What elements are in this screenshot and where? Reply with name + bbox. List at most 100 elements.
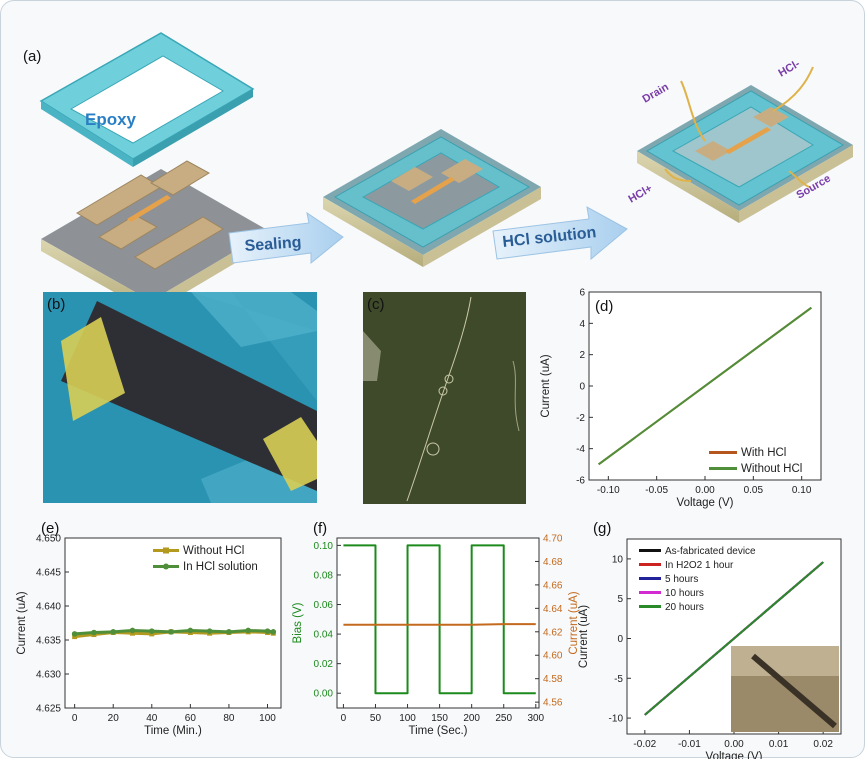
y-axis-label: Current (uA) — [540, 354, 552, 417]
series-line-2 — [343, 623, 536, 626]
data-point-circle — [110, 629, 117, 635]
chart-f: 0 50 100 150 200 250 300 0.00 0.02 0.04 0.06 0.08 0.… — [292, 520, 580, 737]
x-axis-label: Voltage (V) — [677, 497, 734, 509]
legend-entry-2: In HCl solution — [183, 561, 258, 573]
data-point-circle — [129, 627, 136, 634]
panel-a-label: (a) — [23, 48, 41, 65]
data-point-circle — [270, 629, 277, 635]
y-tick-label: 0 — [579, 382, 585, 393]
series-line-2 — [74, 628, 274, 636]
y-axis-label: Bias (V) — [292, 602, 304, 643]
x-tick-label: -0.10 — [597, 485, 620, 496]
x-axis-label: Time (Min.) — [144, 725, 202, 737]
x-tick-label: 80 — [223, 713, 235, 724]
x-tick-label: 40 — [146, 713, 158, 724]
x-tick-label: 0 — [72, 713, 78, 724]
data-point-circle — [71, 631, 78, 637]
data-point-circle — [264, 628, 271, 634]
y-tick-label: 0.02 — [314, 659, 334, 670]
y-tick-label: 0.10 — [314, 541, 334, 552]
data-point-circle — [187, 627, 194, 634]
y-tick-label: 4.635 — [36, 636, 61, 647]
x-tick-label: 0.05 — [744, 485, 764, 496]
y-tick-label: 10 — [612, 554, 624, 565]
panel-b-label: (b) — [47, 296, 65, 313]
chart-label-f: (f) — [313, 520, 327, 537]
device-final — [637, 66, 853, 223]
y-tick-label: 5 — [617, 594, 623, 605]
data-point-circle — [168, 629, 174, 635]
x-tick-label: 20 — [108, 713, 120, 724]
y-tick-label: 4 — [579, 319, 585, 330]
x-tick-label: 0.02 — [813, 739, 833, 750]
x-tick-label: 0.10 — [792, 485, 812, 496]
y-tick-label: 0.06 — [314, 600, 334, 611]
y-tick-label: 0.04 — [314, 630, 334, 641]
device-sealed — [323, 129, 541, 267]
chart-d: -0.10 -0.05 0.00 0.05 0.10 -6 -4 -2 0 2 4 6 Voltage … — [540, 288, 822, 509]
panel-c-label: (c) — [367, 296, 385, 313]
y2-tick-label: 4.68 — [543, 557, 563, 568]
series-line-5 — [644, 561, 824, 716]
x-tick-label: -0.01 — [678, 739, 701, 750]
data-point-circle — [148, 628, 155, 634]
series-line-2 — [598, 306, 812, 466]
chart-e: 0 20 40 60 80 100 4.625 4.630 4.635 4.640 4.645 4.6… — [16, 520, 282, 737]
y-tick-label: -10 — [609, 714, 624, 725]
y-axis-label: Current (uA) — [16, 591, 28, 654]
x-tick-label: 150 — [431, 713, 448, 724]
y-tick-label: 4.630 — [36, 670, 61, 681]
plot-area-f — [336, 537, 540, 709]
inset-nanowire — [751, 653, 837, 729]
x-tick-label: 100 — [399, 713, 416, 724]
legend-entry-1: Without HCl — [183, 545, 244, 557]
y-tick-label: 0 — [617, 634, 623, 645]
y-tick-label: 0.00 — [314, 689, 334, 700]
chart-label-g: (g) — [593, 520, 611, 537]
x-axis-label: Time (Sec.) — [409, 725, 468, 737]
epoxy-label: Epoxy — [85, 110, 137, 129]
sealing-arrow — [228, 211, 344, 265]
drain-label: Drain — [641, 81, 672, 106]
y-tick-label: 4.625 — [36, 704, 61, 715]
panel-c-micrograph: (c) — [363, 292, 526, 504]
y-tick-label: -6 — [576, 476, 585, 487]
hcl-plus-label: HCl+ — [627, 183, 655, 206]
y-tick-label: -5 — [614, 674, 623, 685]
x-tick-label: 50 — [370, 713, 382, 724]
panel-a-schematic: (a) Epoxy Sealing — [23, 32, 853, 313]
x-tick-label: 0 — [341, 713, 347, 724]
y2-tick-label: 4.70 — [543, 534, 563, 545]
y2-tick-label: 4.64 — [543, 604, 563, 615]
epoxy-frame — [39, 32, 255, 167]
legend-entry-4: 10 hours — [665, 588, 704, 599]
y-tick-label: 4.645 — [36, 568, 61, 579]
y2-tick-label: 4.66 — [543, 580, 563, 591]
x-tick-label: 0.00 — [724, 739, 744, 750]
x-tick-label: 60 — [185, 713, 197, 724]
y2-tick-label: 4.58 — [543, 674, 563, 685]
x-tick-label: -0.05 — [645, 485, 668, 496]
y2-tick-label: 4.56 — [543, 698, 563, 709]
hcl-minus-label: HCl- — [777, 58, 803, 80]
y-tick-label: 4.640 — [36, 602, 61, 613]
panel-b-micrograph: (b) — [43, 292, 317, 503]
chart-label-d: (d) — [595, 298, 613, 315]
legend-entry-1: With HCl — [741, 447, 786, 459]
x-tick-label: 0.00 — [695, 485, 715, 496]
legend-marker — [163, 547, 169, 554]
y-tick-label: 2 — [579, 350, 585, 361]
legend-entry-3: 5 hours — [665, 574, 698, 585]
x-tick-label: 250 — [495, 713, 512, 724]
series-line-1 — [343, 544, 536, 695]
y-tick-label: 6 — [579, 288, 585, 299]
y-tick-label: 0.08 — [314, 570, 334, 581]
x-tick-label: -0.02 — [633, 739, 656, 750]
legend-entry-1: As-fabricated device — [665, 546, 756, 557]
y-tick-label: -4 — [576, 444, 585, 455]
legend-entry-2: Without HCl — [741, 463, 802, 475]
sealing-label: Sealing — [244, 234, 302, 255]
